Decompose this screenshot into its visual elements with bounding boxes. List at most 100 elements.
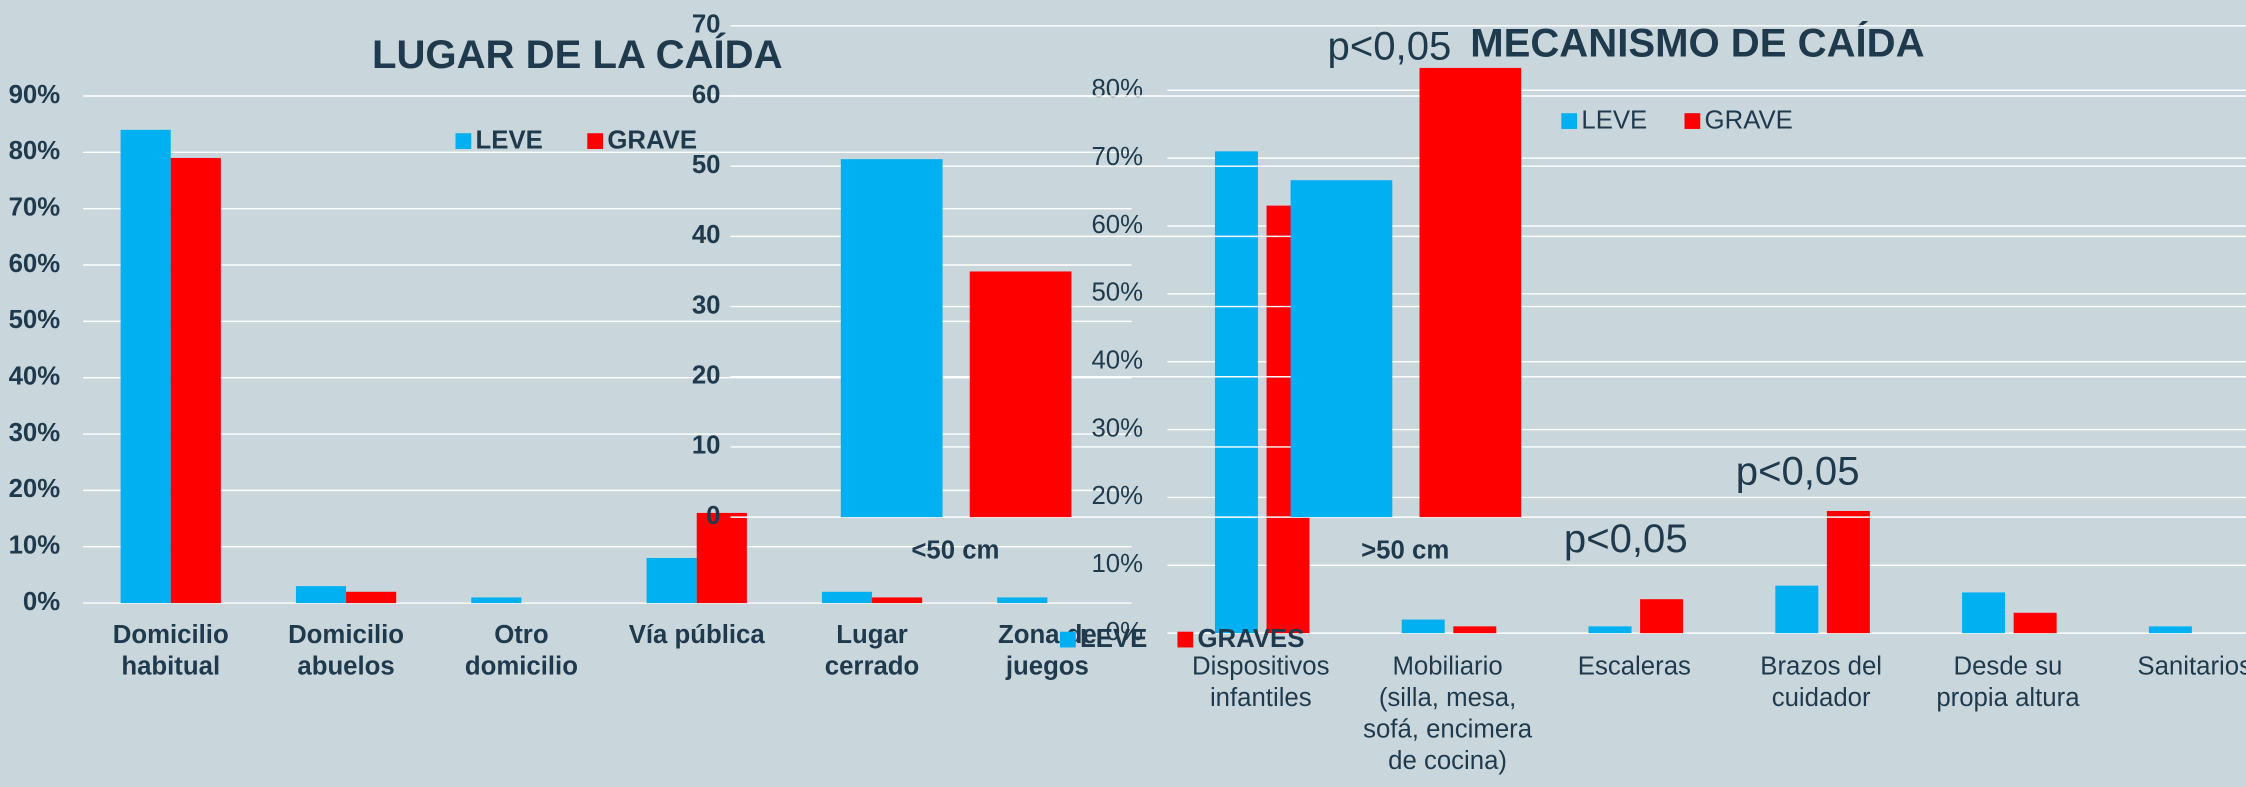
legend-swatch xyxy=(1177,631,1194,648)
y-tick-label: 0% xyxy=(23,588,60,616)
bar xyxy=(170,157,221,604)
x-tick-line: Dispositivos xyxy=(1192,652,1329,680)
x-tick-line: domicilio xyxy=(465,652,578,680)
y-tick-label: 30% xyxy=(1091,414,1143,442)
bar xyxy=(1826,510,1870,634)
bar xyxy=(872,597,923,604)
x-tick-line: Zona de xyxy=(998,621,1097,649)
x-tick-label: Brazos del cuidador xyxy=(1760,652,1882,712)
x-tick-line: infantiles xyxy=(1210,684,1312,712)
y-tick-label: 80% xyxy=(1091,75,1143,103)
y-tick-label: 50% xyxy=(9,306,61,334)
bar xyxy=(1640,599,1684,634)
y-tick-label: 70 xyxy=(692,11,721,39)
y-tick-label: 10% xyxy=(1091,550,1143,578)
x-tick-line: cuidador xyxy=(1772,684,1871,712)
x-tick-line: de cocina) xyxy=(1388,747,1507,775)
bar xyxy=(1962,592,2006,634)
x-tick-label: >50 cm xyxy=(1361,536,1449,564)
y-tick-label: 50% xyxy=(1091,279,1143,307)
bar xyxy=(1401,619,1445,634)
bar xyxy=(997,597,1048,604)
bar xyxy=(1453,626,1497,634)
legend-label: GRAVE xyxy=(1705,107,1793,135)
legend-swatch xyxy=(1561,113,1578,129)
y-tick-label: 60 xyxy=(692,81,721,109)
bar xyxy=(969,271,1072,518)
y-tick-label: 30 xyxy=(692,291,721,319)
legend-swatch xyxy=(455,133,472,149)
x-tick-line: (silla, mesa, xyxy=(1379,684,1516,712)
bar xyxy=(1775,585,1819,634)
x-tick-line: Escaleras xyxy=(1578,652,1691,680)
y-tick-label: 60% xyxy=(9,250,61,278)
y-tick-label: 10 xyxy=(692,432,721,460)
x-tick-line: habitual xyxy=(121,652,220,680)
chart-title: LUGAR DE LA CAÍDA xyxy=(372,32,783,77)
bar xyxy=(120,129,171,604)
y-tick-label: 10% xyxy=(9,532,61,560)
y-tick-label: 30% xyxy=(9,419,61,447)
legend-swatch xyxy=(1059,631,1076,648)
legend-label: GRAVES xyxy=(1197,625,1304,653)
x-tick-line: Vía pública xyxy=(629,621,766,649)
x-tick-line: Otro xyxy=(494,621,548,649)
y-tick-label: 20% xyxy=(9,475,61,503)
x-tick-line: Domicilio xyxy=(113,621,229,649)
x-tick-label: <50 cm xyxy=(911,536,999,564)
bar xyxy=(1290,180,1393,518)
x-tick-label: Sanitarios xyxy=(2137,652,2246,680)
bar xyxy=(471,597,522,604)
x-tick-line: juegos xyxy=(1005,652,1089,680)
legend-swatch xyxy=(1684,113,1701,129)
y-tick-label: 20% xyxy=(1091,482,1143,510)
x-tick-line: propia altura xyxy=(1936,684,2080,712)
y-tick-label: 40% xyxy=(1091,347,1143,375)
bar xyxy=(646,557,697,604)
bar xyxy=(2013,612,2057,634)
x-tick-label: Mobiliario (silla, mesa, sofá, encimera de … xyxy=(1363,652,1533,775)
legend-label: LEVE xyxy=(1080,625,1147,653)
x-tick-line: abuelos xyxy=(297,652,394,680)
bar xyxy=(295,586,347,604)
x-tick-label: Vía pública xyxy=(629,621,766,649)
legend-swatch xyxy=(587,133,604,149)
legend-label: LEVE xyxy=(1581,107,1647,135)
bar xyxy=(1419,67,1522,518)
bar xyxy=(696,512,747,604)
y-tick-label: 80% xyxy=(9,137,61,165)
x-tick-line: Mobiliario xyxy=(1392,652,1502,680)
y-tick-label: 40 xyxy=(692,221,721,249)
bar xyxy=(1588,626,1632,634)
y-tick-label: 50 xyxy=(692,151,721,179)
x-tick-label: Escaleras xyxy=(1578,652,1691,680)
bar xyxy=(346,591,397,604)
y-tick-label: 40% xyxy=(9,363,61,391)
x-tick-label: Domicilio abuelos xyxy=(288,621,404,681)
x-tick-line: Desde su xyxy=(1954,652,2063,680)
x-tick-label: Otro domicilio xyxy=(465,621,578,681)
annotation: p<0,05 xyxy=(1564,517,1688,561)
x-tick-line: Domicilio xyxy=(288,621,404,649)
bar xyxy=(1214,151,1258,634)
y-tick-label: 0 xyxy=(706,502,720,530)
legend-label: GRAVE xyxy=(607,127,697,155)
bar xyxy=(840,159,943,518)
annotation: p<0,05 xyxy=(1328,24,1452,68)
x-tick-label: Desde su propia altura xyxy=(1936,652,2080,712)
y-tick-label: 0% xyxy=(1106,618,1143,646)
y-tick-label: 90% xyxy=(9,81,61,109)
x-tick-line: >50 cm xyxy=(1361,536,1449,564)
chart-title: MECANISMO DE CAÍDA xyxy=(1470,20,1924,65)
x-tick-label: Zona de juegos xyxy=(998,621,1097,681)
x-tick-line: <50 cm xyxy=(911,536,999,564)
bar xyxy=(821,591,873,604)
bar xyxy=(2148,626,2192,634)
x-tick-label: Domicilio habitual xyxy=(113,621,229,681)
x-tick-label: Dispositivos infantiles xyxy=(1192,652,1329,712)
x-tick-line: cerrado xyxy=(825,652,920,680)
x-tick-line: Brazos del xyxy=(1760,652,1882,680)
annotation: p<0,05 xyxy=(1736,450,1860,494)
x-tick-line: sofá, encimera xyxy=(1363,715,1533,743)
